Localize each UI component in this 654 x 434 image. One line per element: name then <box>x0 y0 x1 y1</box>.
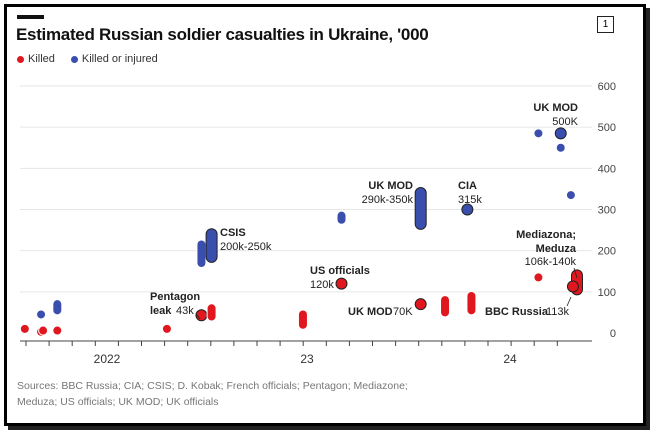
x-tick-label: 2022 <box>94 352 121 366</box>
data-point <box>38 325 49 336</box>
annotation-label: UK MOD <box>533 102 578 114</box>
y-tick-label: 100 <box>598 287 616 299</box>
x-tick-label: 23 <box>300 352 314 366</box>
data-point <box>195 309 208 322</box>
annotation-leader <box>566 296 572 307</box>
annotation-value: 113k <box>546 306 570 318</box>
data-point <box>19 323 30 334</box>
killed-or-injured-dot-icon <box>70 55 78 63</box>
y-tick-label: 300 <box>598 205 616 217</box>
annotation-value: 500K <box>552 116 578 128</box>
range-mark <box>206 303 217 322</box>
sources-note: Sources: BBC Russia; CIA; CSIS; D. Kobak… <box>17 380 408 408</box>
data-point <box>533 272 544 283</box>
legend-item-killed: Killed <box>17 53 55 65</box>
chart-frame <box>4 4 646 426</box>
title-accent-bar <box>17 15 44 19</box>
range-mark <box>297 309 308 330</box>
legend-item-killed-or-injured: Killed or injured <box>70 53 158 65</box>
data-point <box>566 280 579 293</box>
annotation-value: 43k <box>176 305 194 317</box>
annotation-label: UK MOD <box>348 306 393 318</box>
annotation-label: CIA <box>458 180 477 192</box>
data-point <box>565 190 576 201</box>
range-mark <box>414 187 427 230</box>
data-point <box>533 128 544 139</box>
annotation-label: BBC Russia <box>485 306 549 318</box>
annotation-value: 106k-140k <box>525 256 577 268</box>
chart-number-badge: 1 <box>597 16 614 33</box>
y-tick-label: 600 <box>598 81 616 93</box>
data-point <box>161 323 172 334</box>
data-point <box>36 309 47 320</box>
annotation-value: 70K <box>393 306 413 318</box>
legend: Killed Killed or injured <box>17 53 158 65</box>
range-mark <box>196 239 207 269</box>
range-mark <box>466 290 477 316</box>
killed-dot-icon <box>17 55 24 63</box>
data-point <box>52 325 63 336</box>
data-point <box>414 298 427 311</box>
y-tick-label: 200 <box>598 246 616 258</box>
data-point <box>555 142 566 153</box>
y-tick-label: 400 <box>598 163 616 175</box>
annotation-label: Pentagon <box>150 291 200 303</box>
annotation-label: leak <box>150 305 172 317</box>
y-tick-label: 500 <box>598 122 616 134</box>
annotation-label: US officials <box>310 265 370 277</box>
data-point <box>335 277 348 290</box>
range-mark <box>336 210 347 225</box>
legend-label: Killed <box>28 53 55 65</box>
range-mark <box>205 228 218 263</box>
annotation-value: 200k-250k <box>220 241 272 253</box>
annotation-leader <box>573 267 578 279</box>
chart-title: Estimated Russian soldier casualties in … <box>16 25 429 44</box>
data-point <box>554 127 567 140</box>
x-tick-label: 24 <box>503 352 517 366</box>
y-tick-label: 0 <box>610 328 616 340</box>
annotation-label: Mediazona; <box>516 229 576 241</box>
annotation-label: UK MOD <box>368 180 413 192</box>
annotation-value: 120k <box>310 279 334 291</box>
annotation-value: 315k <box>458 194 482 206</box>
legend-label: Killed or injured <box>81 53 158 65</box>
annotation-label: Meduza <box>536 243 577 255</box>
range-mark <box>440 295 451 318</box>
range-mark <box>52 299 63 316</box>
annotation-value: 290k-350k <box>362 194 414 206</box>
data-point <box>461 203 474 216</box>
annotation-leader <box>195 313 201 320</box>
annotation-label: CSIS <box>220 227 246 239</box>
